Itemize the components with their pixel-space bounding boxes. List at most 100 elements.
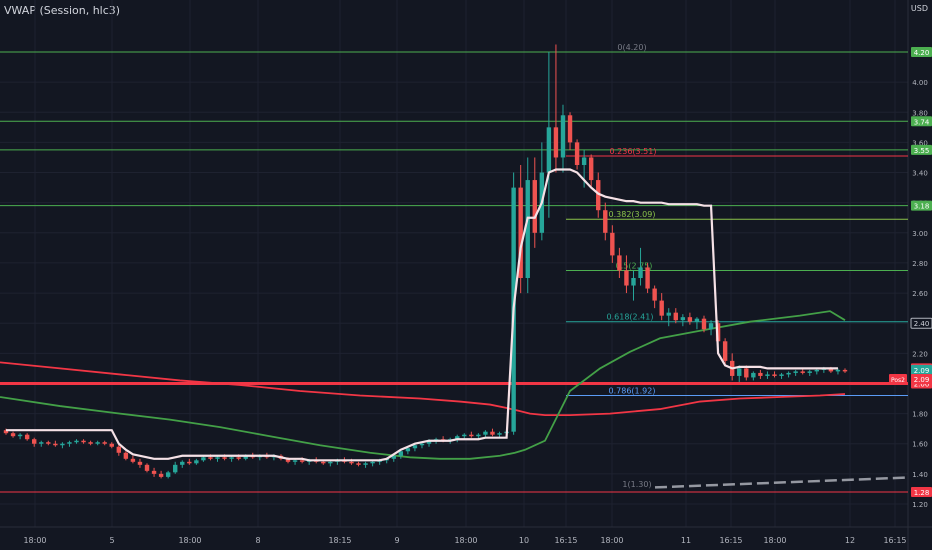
candle-body[interactable] xyxy=(617,255,622,271)
candle-body[interactable] xyxy=(10,433,16,437)
candle-body[interactable] xyxy=(560,115,566,158)
candle-body[interactable] xyxy=(398,451,404,456)
candle-body[interactable] xyxy=(95,442,100,444)
candle-body[interactable] xyxy=(39,442,44,444)
candle-body[interactable] xyxy=(694,318,700,322)
candle-body[interactable] xyxy=(751,372,756,378)
candle-body[interactable] xyxy=(680,317,686,321)
candle-body[interactable] xyxy=(173,464,178,473)
candle-body[interactable] xyxy=(194,460,199,464)
candle-body[interactable] xyxy=(631,278,636,286)
candle-body[interactable] xyxy=(645,267,650,289)
candle-body[interactable] xyxy=(779,374,784,376)
candle-body[interactable] xyxy=(137,461,143,465)
candle-body[interactable] xyxy=(814,369,819,372)
candle-body[interactable] xyxy=(356,463,361,465)
candle-body[interactable] xyxy=(666,312,671,316)
candle-body[interactable] xyxy=(455,436,460,440)
candle-body[interactable] xyxy=(476,434,481,437)
candle-body[interactable] xyxy=(229,457,234,459)
candle-body[interactable] xyxy=(299,460,305,462)
candle-body[interactable] xyxy=(800,371,805,373)
candle-body[interactable] xyxy=(462,434,467,437)
candle-body[interactable] xyxy=(765,374,770,376)
candle-body[interactable] xyxy=(469,434,474,437)
candle-body[interactable] xyxy=(412,445,418,449)
candle-body[interactable] xyxy=(483,431,488,435)
candle-body[interactable] xyxy=(567,115,573,143)
candle-body[interactable] xyxy=(180,461,185,465)
candle-body[interactable] xyxy=(165,472,171,477)
candle-body[interactable] xyxy=(222,457,227,459)
candle-body[interactable] xyxy=(32,439,37,444)
candle-body[interactable] xyxy=(144,464,150,471)
position-tag[interactable] xyxy=(889,373,907,384)
candle-body[interactable] xyxy=(187,461,192,464)
candle-body[interactable] xyxy=(426,440,432,444)
candle-body[interactable] xyxy=(638,267,643,278)
candle-body[interactable] xyxy=(236,457,241,459)
candle-body[interactable] xyxy=(67,442,72,444)
candle-body[interactable] xyxy=(610,232,615,256)
candle-body[interactable] xyxy=(208,457,213,459)
candle-body[interactable] xyxy=(363,463,368,465)
candle-body[interactable] xyxy=(405,448,411,452)
candle-body[interactable] xyxy=(518,187,523,278)
candle-body[interactable] xyxy=(349,461,354,464)
candle-body[interactable] xyxy=(292,460,298,462)
candle-body[interactable] xyxy=(109,443,114,447)
candle-body[interactable] xyxy=(201,457,206,461)
candle-body[interactable] xyxy=(81,440,86,443)
candle-body[interactable] xyxy=(842,369,848,372)
candle-body[interactable] xyxy=(490,431,495,435)
candle-body[interactable] xyxy=(116,446,122,453)
candle-body[interactable] xyxy=(285,458,291,462)
candle-body[interactable] xyxy=(624,270,629,286)
candle-body[interactable] xyxy=(24,434,30,440)
candle-body[interactable] xyxy=(525,180,530,278)
candle-body[interactable] xyxy=(673,312,678,321)
candle-body[interactable] xyxy=(758,372,763,376)
candle-body[interactable] xyxy=(581,157,587,165)
candle-body[interactable] xyxy=(151,470,157,474)
candle-body[interactable] xyxy=(123,452,129,459)
candle-body[interactable] xyxy=(3,430,9,434)
candle-body[interactable] xyxy=(603,210,608,233)
candle-body[interactable] xyxy=(60,443,65,446)
candle-body[interactable] xyxy=(574,142,580,165)
candle-body[interactable] xyxy=(793,371,798,373)
candle-body[interactable] xyxy=(53,443,58,446)
candle-body[interactable] xyxy=(744,368,749,378)
candle-body[interactable] xyxy=(497,433,502,435)
candle-body[interactable] xyxy=(588,157,594,181)
candle-body[interactable] xyxy=(46,442,51,444)
candle-body[interactable] xyxy=(532,180,537,233)
candle-body[interactable] xyxy=(74,440,79,443)
candle-body[interactable] xyxy=(553,127,559,158)
candle-body[interactable] xyxy=(546,127,552,173)
candle-body[interactable] xyxy=(130,458,136,462)
candle-body[interactable] xyxy=(215,457,220,459)
dashed-trend-line[interactable] xyxy=(654,476,906,489)
candle-body[interactable] xyxy=(321,461,326,464)
candle-body[interactable] xyxy=(391,455,396,459)
candle-body[interactable] xyxy=(835,369,841,372)
candle-body[interactable] xyxy=(708,323,714,330)
candle-body[interactable] xyxy=(158,473,164,477)
candle-body[interactable] xyxy=(596,180,601,211)
candle-body[interactable] xyxy=(687,317,693,322)
candle-body[interactable] xyxy=(88,442,93,444)
candle-body[interactable] xyxy=(370,461,375,464)
candle-body[interactable] xyxy=(652,288,657,301)
candle-body[interactable] xyxy=(328,461,333,464)
candle-body[interactable] xyxy=(701,318,707,330)
candle-body[interactable] xyxy=(243,455,248,459)
candle-body[interactable] xyxy=(659,300,664,316)
candle-body[interactable] xyxy=(772,374,777,376)
candle-body[interactable] xyxy=(17,434,23,437)
candle-body[interactable] xyxy=(737,368,742,376)
candle-body[interactable] xyxy=(419,443,425,446)
candle-body[interactable] xyxy=(722,341,728,361)
candle-body[interactable] xyxy=(828,368,834,372)
